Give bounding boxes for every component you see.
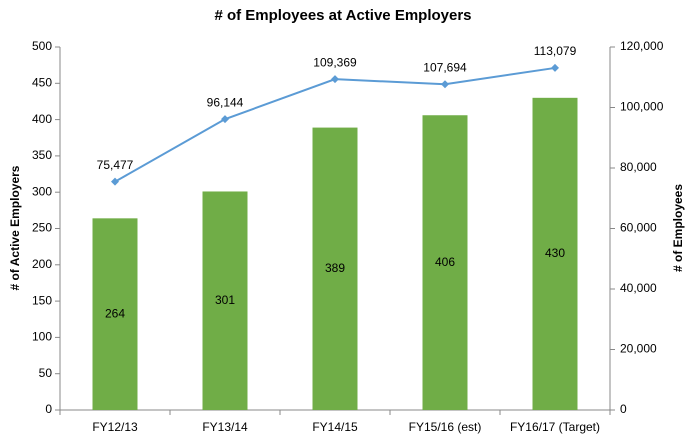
y-tick-label: 400 (32, 112, 52, 126)
x-tick-label: FY14/15 (312, 420, 358, 434)
bar (92, 218, 138, 410)
y2-tick-label: 20,000 (620, 342, 657, 356)
chart-title: # of Employees at Active Employers (214, 7, 471, 24)
y2-tick-label: 100,000 (620, 100, 664, 114)
line-marker (111, 177, 119, 186)
bar (532, 97, 578, 410)
y2-tick-label: 120,000 (620, 39, 664, 53)
y2-axis-label: # of Employees (671, 184, 685, 272)
bar-value-label: 406 (435, 255, 455, 269)
bar (312, 127, 358, 410)
x-tick-label: FY12/13 (92, 420, 138, 434)
y2-tick-label: 80,000 (620, 160, 657, 174)
line-marker (551, 63, 559, 72)
y2-tick-label: 40,000 (620, 281, 657, 295)
y-tick-label: 350 (32, 148, 52, 162)
x-tick-label: FY16/17 (Target) (510, 420, 600, 434)
bar (202, 191, 248, 410)
y-tick-label: 150 (32, 293, 52, 307)
y-tick-label: 500 (32, 39, 52, 53)
y-tick-label: 300 (32, 184, 52, 198)
line-value-label: 96,144 (207, 95, 244, 109)
line-value-label: 107,694 (423, 60, 467, 74)
x-tick-label: FY13/14 (202, 420, 248, 434)
line-value-label: 109,369 (313, 55, 357, 69)
y-tick-label: 200 (32, 257, 52, 271)
line-marker (331, 75, 339, 84)
y-tick-label: 250 (32, 221, 52, 235)
y-tick-label: 100 (32, 330, 52, 344)
bar-value-label: 301 (215, 293, 235, 307)
y2-tick-label: 0 (620, 402, 627, 416)
x-tick-label: FY15/16 (est) (409, 420, 482, 434)
y-axis-label: # of Active Employers (8, 165, 22, 290)
y-tick-label: 50 (39, 366, 53, 380)
bar-value-label: 389 (325, 261, 345, 275)
bar (422, 115, 468, 410)
line-marker (221, 115, 229, 124)
y-tick-label: 450 (32, 75, 52, 89)
bar-value-label: 430 (545, 246, 565, 260)
line-value-label: 113,079 (534, 44, 577, 58)
line-marker (441, 80, 449, 89)
line-value-label: 75,477 (97, 158, 134, 172)
bar-value-label: 264 (105, 306, 125, 320)
y-tick-label: 0 (45, 402, 52, 416)
y2-tick-label: 60,000 (620, 221, 657, 235)
